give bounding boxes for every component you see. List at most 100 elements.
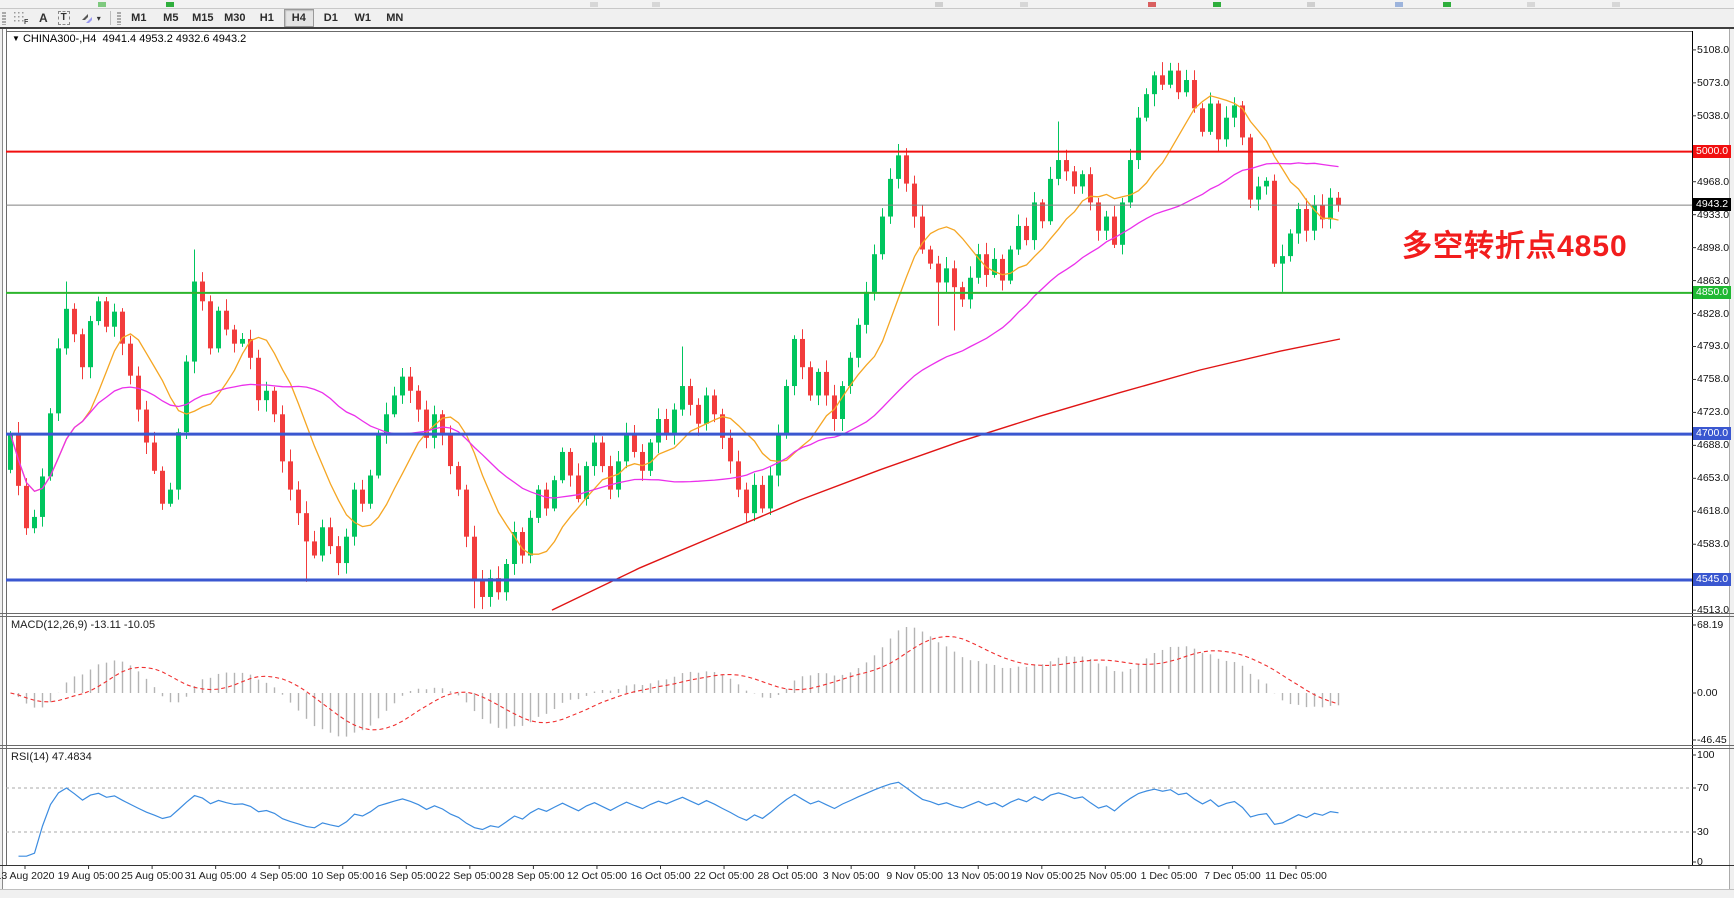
price-tick-label: 4758.0	[1697, 373, 1730, 386]
candlestick	[560, 451, 565, 481]
timeframe-button-group: M1 M5 M15 M30 H1 H4 D1 W1 MN	[123, 9, 411, 27]
candlestick	[104, 301, 109, 327]
time-axis-label: 28 Sep 05:00	[502, 870, 565, 882]
candlestick	[352, 489, 357, 537]
candlestick	[744, 489, 749, 514]
price-tick-label: 4793.0	[1697, 340, 1730, 353]
clipped-toolbar-button-fragment	[1148, 2, 1156, 7]
rsi-axis-label: 100	[1697, 749, 1715, 761]
svg-text:F: F	[24, 19, 29, 25]
rsi-line	[18, 781, 1339, 857]
candlestick	[800, 338, 805, 368]
timeframe-button-m15[interactable]: M15	[192, 12, 214, 24]
candlestick	[1312, 205, 1317, 231]
timeframe-button-h4[interactable]: H4	[283, 9, 314, 27]
line-styles-tool[interactable]: ▾	[80, 10, 101, 26]
time-axis-label: 16 Sep 05:00	[375, 870, 438, 882]
symbol-timeframe-label: CHINA300-,H4	[22, 33, 97, 45]
chart-window-bottom-border[interactable]	[0, 889, 1734, 898]
clipped-upper-toolbar	[0, 0, 1734, 9]
rsi-indicator-label: RSI(14) 47.4834	[11, 751, 92, 763]
toolbar-drag-grip[interactable]	[2, 11, 6, 25]
time-axis-label: 16 Oct 05:00	[630, 870, 691, 882]
chart-window-right-border[interactable]	[1729, 29, 1734, 890]
candlestick	[280, 414, 285, 462]
macd-signal-line	[10, 635, 1339, 731]
candlestick	[96, 301, 101, 322]
ma-slow-line	[551, 338, 1341, 611]
text-label-tool[interactable]: A	[39, 11, 48, 25]
candlestick	[328, 527, 333, 547]
candlestick	[464, 489, 469, 537]
time-axis-label: 19 Aug 05:00	[57, 870, 120, 882]
dotted-grid-icon: F	[14, 12, 29, 25]
candlestick	[480, 579, 485, 597]
candlestick	[592, 442, 597, 467]
timeframe-button-w1[interactable]: W1	[354, 12, 372, 24]
price-tick-label: 4828.0	[1697, 307, 1730, 320]
clipped-toolbar-button-fragment	[652, 2, 660, 7]
timeframe-button-m30[interactable]: M30	[224, 12, 246, 24]
price-tick-label: 4898.0	[1697, 241, 1730, 254]
candlestick	[1200, 108, 1205, 132]
time-axis-label: 22 Oct 05:00	[693, 870, 755, 882]
chart-title-bar[interactable]: ▼ CHINA300-,H4 4941.4 4953.2 4932.6 4943…	[12, 33, 246, 45]
candlestick	[1184, 80, 1189, 93]
candlestick	[576, 475, 581, 500]
candlestick	[144, 409, 149, 443]
macd-indicator-label: MACD(12,26,9) -13.11 -10.05	[11, 619, 156, 631]
candlestick	[32, 516, 37, 529]
candlestick	[56, 348, 61, 414]
candlestick	[320, 527, 325, 556]
clipped-toolbar-button-fragment	[1213, 2, 1221, 7]
timeframe-button-m1[interactable]: M1	[131, 12, 147, 24]
timeframe-button-h1[interactable]: H1	[259, 12, 274, 24]
ohlc-close: 4943.2	[212, 33, 247, 45]
candlestick	[1168, 70, 1173, 85]
timeframe-button-d1[interactable]: D1	[323, 12, 338, 24]
chart-window-top-border	[0, 27, 1734, 29]
candlestick	[712, 395, 717, 415]
candlestick	[1040, 202, 1045, 222]
candlestick	[968, 277, 973, 300]
timeframe-button-mn[interactable]: MN	[386, 12, 404, 24]
candlestick	[40, 476, 45, 517]
candlestick	[160, 470, 165, 504]
candlestick	[472, 536, 477, 580]
crosshair-tool-icon[interactable]: F	[13, 10, 29, 26]
time-axis-label: 31 Aug 05:00	[184, 870, 247, 882]
candlestick	[1080, 174, 1085, 187]
candlestick	[1264, 180, 1269, 187]
macd-axis-label: 68.19	[1697, 619, 1724, 631]
clipped-toolbar-button-fragment	[98, 2, 106, 7]
candlestick	[64, 308, 69, 349]
candlestick	[1320, 205, 1325, 220]
text-box-tool[interactable]: T	[57, 10, 70, 26]
candlestick	[840, 386, 845, 419]
candlestick	[448, 433, 453, 467]
candlestick	[512, 531, 517, 565]
timeframe-button-m5[interactable]: M5	[163, 12, 179, 24]
macd-main-value: -13.11	[90, 619, 121, 631]
caret-down-icon: ▾	[96, 13, 101, 23]
macd-signal-value: -10.05	[123, 619, 156, 631]
clipped-toolbar-button-fragment	[166, 2, 174, 7]
candlestick	[704, 395, 709, 424]
toolbar-separator	[109, 11, 111, 25]
ohlc-open: 4941.4	[102, 33, 137, 45]
candlestick	[504, 564, 509, 593]
candlestick	[1008, 249, 1013, 281]
bull-bear-turning-point-annotation[interactable]: 多空转折点4850	[1402, 230, 1628, 263]
candlestick	[920, 216, 925, 250]
candlestick	[384, 414, 389, 434]
candlestick	[312, 541, 317, 556]
candlestick	[176, 432, 181, 490]
level-price-badge: 5000.0	[1693, 144, 1732, 158]
candlestick	[736, 461, 741, 490]
candlestick	[568, 451, 573, 476]
time-axis-label: 25 Aug 05:00	[121, 870, 184, 882]
collapse-chart-icon[interactable]: ▼	[12, 34, 20, 43]
candlestick	[424, 409, 429, 438]
timeframe-group-grip[interactable]	[116, 11, 121, 25]
